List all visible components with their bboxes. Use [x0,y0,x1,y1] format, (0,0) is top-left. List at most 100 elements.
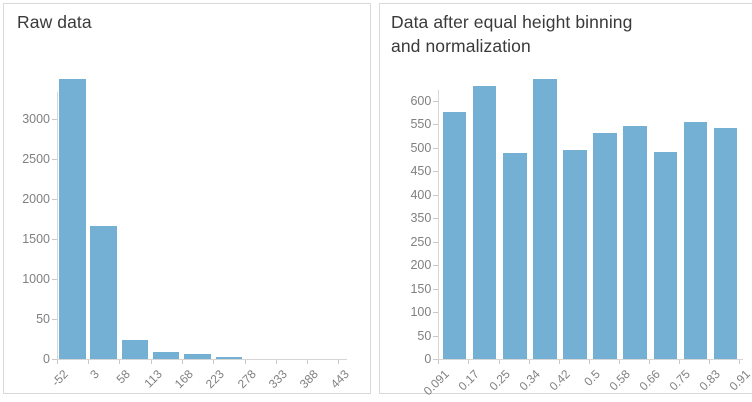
y-tick-label: 200 [410,258,432,272]
x-tick-mark [468,360,470,364]
bar[interactable] [442,112,467,359]
y-tick-mark [433,359,439,360]
y-tick-label: 1500 [22,232,50,246]
bar[interactable] [90,226,117,359]
y-tick-mark [52,319,57,320]
x-tick-mark [150,360,152,364]
y-tick-label: 600 [410,93,432,108]
chart-title-line: and normalization [391,36,531,56]
bar[interactable] [713,127,738,359]
x-tick-label: 0.091 [421,367,453,399]
x-tick-mark [181,360,183,364]
x-tick-mark [709,360,711,364]
x-tick-label: 0.25 [485,367,513,394]
x-tick-mark [438,360,440,364]
y-tick-label: 0 [424,352,432,366]
y-tick-label: 100 [410,305,432,319]
x-tick-label: 0.91 [726,367,752,394]
x-tick-label: 278 [234,367,259,392]
y-tick-label: 2500 [22,152,50,166]
y-tick-label: 350 [410,211,432,225]
x-tick-label: 3 [87,367,102,382]
x-tick-mark [56,360,58,364]
y-tick-label: 50 [36,312,50,326]
y-tick-mark [52,279,57,280]
bar[interactable] [683,121,708,359]
chart-title-binned-data: Data after equal height binning and norm… [391,10,632,58]
chart-title-line: Data after equal height binning [391,12,633,32]
y-tick-mark [433,335,439,337]
chart-raw-data: 0 50 1000 1500 2000 2500 3000 -52 3 58 113 168 223 27… [4,4,370,393]
chart-binned-data: 0 50 100 150 200 250 350 400 450 500 550 600 0.091 0.… [380,4,752,398]
x-tick-mark [558,360,560,364]
bar[interactable] [563,149,587,359]
bar[interactable] [121,339,149,359]
y-tick-mark [433,171,439,172]
x-tick-mark [618,360,620,364]
bar[interactable] [472,86,497,359]
y-tick-label: 450 [410,164,432,178]
x-tick-label: 168 [171,367,196,392]
y-tick-mark [52,199,57,200]
chart-title-line: Raw data [17,12,92,32]
y-tick-label: 3000 [22,112,50,126]
x-tick-label: 223 [203,367,228,392]
y-tick-mark [433,100,439,102]
y-tick-mark [52,119,57,120]
x-tick-mark [213,360,215,364]
y-tick-mark [433,288,439,290]
y-tick-label: 550 [410,117,432,131]
y-tick-mark [433,218,439,219]
x-tick-label: 443 [328,367,353,392]
chart-title-raw-data: Raw data [17,10,92,34]
bar[interactable] [215,356,242,359]
bar[interactable] [503,152,527,359]
y-tick-label: 1000 [22,272,50,286]
x-tick-label: 388 [296,367,321,392]
bar[interactable] [623,126,647,359]
x-tick-label: 0.5 [580,367,603,389]
x-tick-label: 0.17 [455,367,483,394]
y-tick-mark [52,159,57,160]
y-tick-label: 500 [410,140,432,155]
y-tick-mark [52,359,57,360]
x-tick-mark [528,360,530,364]
y-tick-mark [433,194,439,196]
bar[interactable] [152,351,180,359]
x-tick-label: -52 [48,367,71,390]
x-tick-mark [679,360,681,364]
x-axis-line [435,359,743,360]
x-tick-mark [649,360,650,364]
x-axis-line [54,359,347,360]
bar[interactable] [184,354,211,359]
x-tick-mark [338,360,340,364]
bar[interactable] [593,133,617,359]
x-tick-label: 0.42 [546,367,573,394]
y-axis-line [57,92,58,359]
x-tick-label: 0.75 [666,367,693,394]
y-axis-line [438,90,440,359]
x-tick-label: 113 [141,367,165,391]
y-tick-mark [52,239,57,240]
x-tick-mark [88,360,89,364]
x-tick-mark [244,360,246,364]
bar[interactable] [533,79,557,359]
x-tick-label: 0.66 [636,367,663,394]
x-tick-mark [739,360,741,364]
x-tick-mark [119,360,121,364]
x-tick-mark [498,360,500,364]
x-tick-label: 0.58 [606,367,633,394]
x-tick-label: 58 [113,367,134,387]
y-tick-label: 250 [410,234,432,249]
bar[interactable] [653,152,678,359]
bar[interactable] [59,79,86,359]
x-tick-mark [307,360,309,364]
y-tick-label: 2000 [22,192,50,206]
y-tick-label: 400 [410,187,432,202]
y-tick-mark [433,124,439,125]
y-tick-label: 0 [43,352,50,366]
y-tick-mark [433,147,439,149]
x-tick-mark [588,360,590,364]
y-tick-label: 150 [410,281,432,296]
